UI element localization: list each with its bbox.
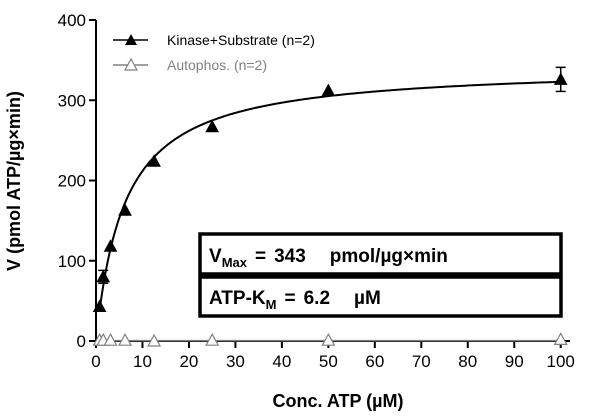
x-tick-label: 0 bbox=[91, 352, 100, 371]
km-value: 6.2 bbox=[304, 288, 330, 309]
vmax-subscript: Max bbox=[222, 255, 248, 270]
data-point-series-2 bbox=[118, 332, 133, 346]
y-tick-label: 200 bbox=[58, 172, 86, 191]
legend-marker-series-2 bbox=[123, 57, 139, 71]
vmax-label: V bbox=[209, 246, 222, 267]
data-point-series-1 bbox=[147, 154, 161, 167]
y-axis-title: V (pmol ATP/µg×min) bbox=[4, 91, 24, 271]
legend-label-series-1: Kinase+Substrate (n=2) bbox=[167, 32, 315, 48]
km-box bbox=[198, 275, 563, 318]
km-subscript: M bbox=[266, 297, 277, 312]
svg-text:ATP-KM=6.2µM: ATP-KM = 6.2 µM bbox=[209, 288, 381, 312]
x-tick-label: 30 bbox=[226, 352, 245, 371]
data-point-series-1 bbox=[118, 203, 132, 216]
data-point-series-1 bbox=[103, 239, 118, 252]
data-point-series-2 bbox=[147, 333, 162, 347]
y-tick-label: 100 bbox=[58, 252, 86, 271]
data-point-series-2 bbox=[103, 332, 118, 346]
vmax-value: 343 bbox=[274, 246, 306, 267]
km-annotation: ATP-KM = 6.2 µM bbox=[198, 275, 563, 318]
km-equals: = bbox=[284, 288, 295, 309]
vmax-annotation: VMax = 343 pmol/µg×min bbox=[198, 232, 563, 276]
x-tick-label: 100 bbox=[547, 352, 575, 371]
x-tick-label: 20 bbox=[179, 352, 198, 371]
data-point-series-1 bbox=[321, 83, 336, 97]
x-axis-title: Conc. ATP (µM) bbox=[272, 391, 403, 411]
x-tick-label: 50 bbox=[319, 352, 338, 371]
x-tick-label: 90 bbox=[505, 352, 524, 371]
km-unit: µM bbox=[354, 288, 381, 309]
y-tick-label: 300 bbox=[58, 91, 86, 110]
vmax-box bbox=[198, 232, 563, 276]
data-point-series-2 bbox=[553, 332, 568, 345]
x-tick-label: 60 bbox=[365, 352, 384, 371]
vmax-equals: = bbox=[255, 246, 266, 267]
vmax-unit: pmol/µg×min bbox=[330, 246, 448, 267]
x-tick-label: 80 bbox=[458, 352, 477, 371]
legend: Kinase+Substrate (n=2) Autophos. (n=2) bbox=[113, 32, 315, 73]
x-tick-label: 40 bbox=[272, 352, 291, 371]
km-label: ATP-K bbox=[209, 288, 266, 309]
data-point-series-1 bbox=[205, 119, 220, 133]
data-points bbox=[92, 66, 568, 347]
x-tick-label: 10 bbox=[133, 352, 152, 371]
data-point-series-2 bbox=[321, 332, 336, 346]
legend-marker-series-1 bbox=[125, 34, 137, 45]
x-tick-label: 70 bbox=[412, 352, 431, 371]
data-point-series-1 bbox=[96, 269, 111, 283]
data-point-series-1 bbox=[92, 299, 107, 312]
fit-curve-series-1 bbox=[98, 80, 561, 311]
data-point-series-1 bbox=[553, 72, 568, 85]
y-axis-ticks: 0 100 200 300 400 bbox=[58, 11, 96, 351]
data-point-series-2 bbox=[205, 332, 220, 346]
x-axis-ticks: 0 10 20 30 40 50 60 70 80 90 100 bbox=[91, 341, 575, 371]
y-tick-label: 0 bbox=[77, 332, 86, 351]
y-tick-label: 400 bbox=[58, 11, 86, 30]
legend-label-series-2: Autophos. (n=2) bbox=[167, 57, 267, 73]
